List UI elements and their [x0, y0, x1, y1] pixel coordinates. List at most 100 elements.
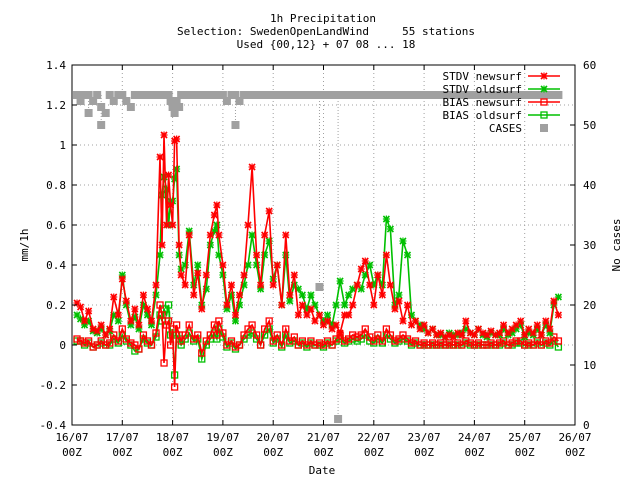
data-point	[277, 91, 286, 99]
y2-tick-label: 30	[583, 239, 596, 252]
data-point	[260, 91, 269, 99]
data-point	[458, 341, 466, 349]
data-point	[550, 333, 558, 341]
data-point	[399, 237, 407, 245]
data-point	[445, 339, 453, 347]
data-point	[537, 331, 545, 339]
data-point	[336, 329, 344, 337]
title-line-3: Used {00,12} + 07 08 ... 18	[237, 38, 416, 51]
data-point	[298, 337, 307, 345]
data-point	[462, 317, 470, 325]
data-point	[403, 335, 412, 343]
data-point	[378, 337, 387, 345]
data-point	[454, 339, 462, 347]
data-point	[114, 91, 123, 99]
data-point	[248, 91, 257, 99]
data-point-outlier	[315, 283, 324, 291]
data-point	[97, 321, 105, 329]
data-point	[374, 331, 382, 339]
data-point	[170, 109, 179, 117]
data-point	[478, 91, 487, 99]
data-point	[126, 103, 135, 111]
data-point	[122, 97, 131, 105]
data-point	[252, 331, 261, 339]
data-point	[407, 339, 416, 347]
data-point	[294, 341, 303, 349]
series-stdv-newsurf	[73, 131, 562, 341]
data-point	[290, 333, 298, 341]
data-point	[349, 301, 357, 309]
data-point	[512, 337, 520, 345]
data-point	[361, 257, 369, 265]
data-point	[306, 91, 315, 99]
series-cases	[73, 91, 563, 423]
data-point	[139, 331, 148, 339]
data-point	[105, 91, 114, 99]
x-tick-label-date: 16/07	[55, 431, 88, 444]
data-point	[307, 305, 315, 313]
data-point	[240, 331, 248, 339]
data-point	[177, 91, 186, 99]
data-point	[437, 339, 445, 347]
data-point	[281, 91, 290, 99]
data-point	[508, 91, 517, 99]
data-point	[382, 91, 391, 99]
data-point	[370, 337, 378, 345]
data-point	[114, 317, 122, 325]
data-point	[168, 325, 177, 333]
data-point	[223, 301, 231, 309]
data-point	[370, 301, 378, 309]
data-point	[491, 341, 500, 349]
data-point	[482, 91, 491, 99]
data-point	[403, 301, 412, 309]
data-point	[206, 231, 214, 239]
y-tick-label: 1.4	[46, 59, 66, 72]
data-point	[453, 91, 462, 99]
data-point	[420, 91, 429, 99]
data-point	[487, 339, 495, 347]
data-point	[349, 331, 357, 339]
x-tick-label-date: 18/07	[156, 431, 189, 444]
data-point	[373, 91, 382, 99]
plot-series	[73, 91, 563, 423]
data-point	[168, 103, 177, 111]
data-point	[219, 329, 227, 337]
legend-marker	[540, 111, 548, 119]
data-point	[504, 91, 513, 99]
data-point	[525, 339, 533, 347]
x-tick-label-hour: 00Z	[213, 446, 233, 459]
data-point	[315, 91, 324, 99]
data-point	[516, 91, 525, 99]
data-point	[202, 91, 211, 99]
x-tick-label-hour: 00Z	[364, 446, 384, 459]
legend-marker	[540, 85, 548, 93]
data-point	[127, 339, 135, 347]
legend-label: STDV oldsurf	[443, 83, 522, 96]
data-point	[411, 337, 420, 345]
data-point	[235, 341, 244, 349]
data-point	[399, 331, 407, 339]
data-point	[332, 301, 340, 309]
legend-label: BIAS newsurf	[443, 96, 522, 109]
data-point	[420, 339, 428, 347]
data-point	[97, 337, 105, 345]
data-point	[177, 337, 185, 345]
data-point	[106, 325, 114, 333]
data-point	[424, 91, 433, 99]
data-point	[265, 91, 274, 99]
data-point	[257, 281, 265, 289]
data-point	[495, 329, 504, 337]
data-point	[110, 293, 118, 301]
data-point	[495, 91, 504, 99]
data-point	[118, 325, 126, 333]
data-point	[361, 325, 369, 333]
data-point	[533, 321, 541, 329]
legend-label: CASES	[489, 122, 522, 135]
data-point	[323, 337, 332, 345]
data-point	[143, 337, 152, 345]
data-point	[411, 91, 420, 99]
data-point	[344, 91, 353, 99]
x-tick-label-date: 24/07	[458, 431, 491, 444]
